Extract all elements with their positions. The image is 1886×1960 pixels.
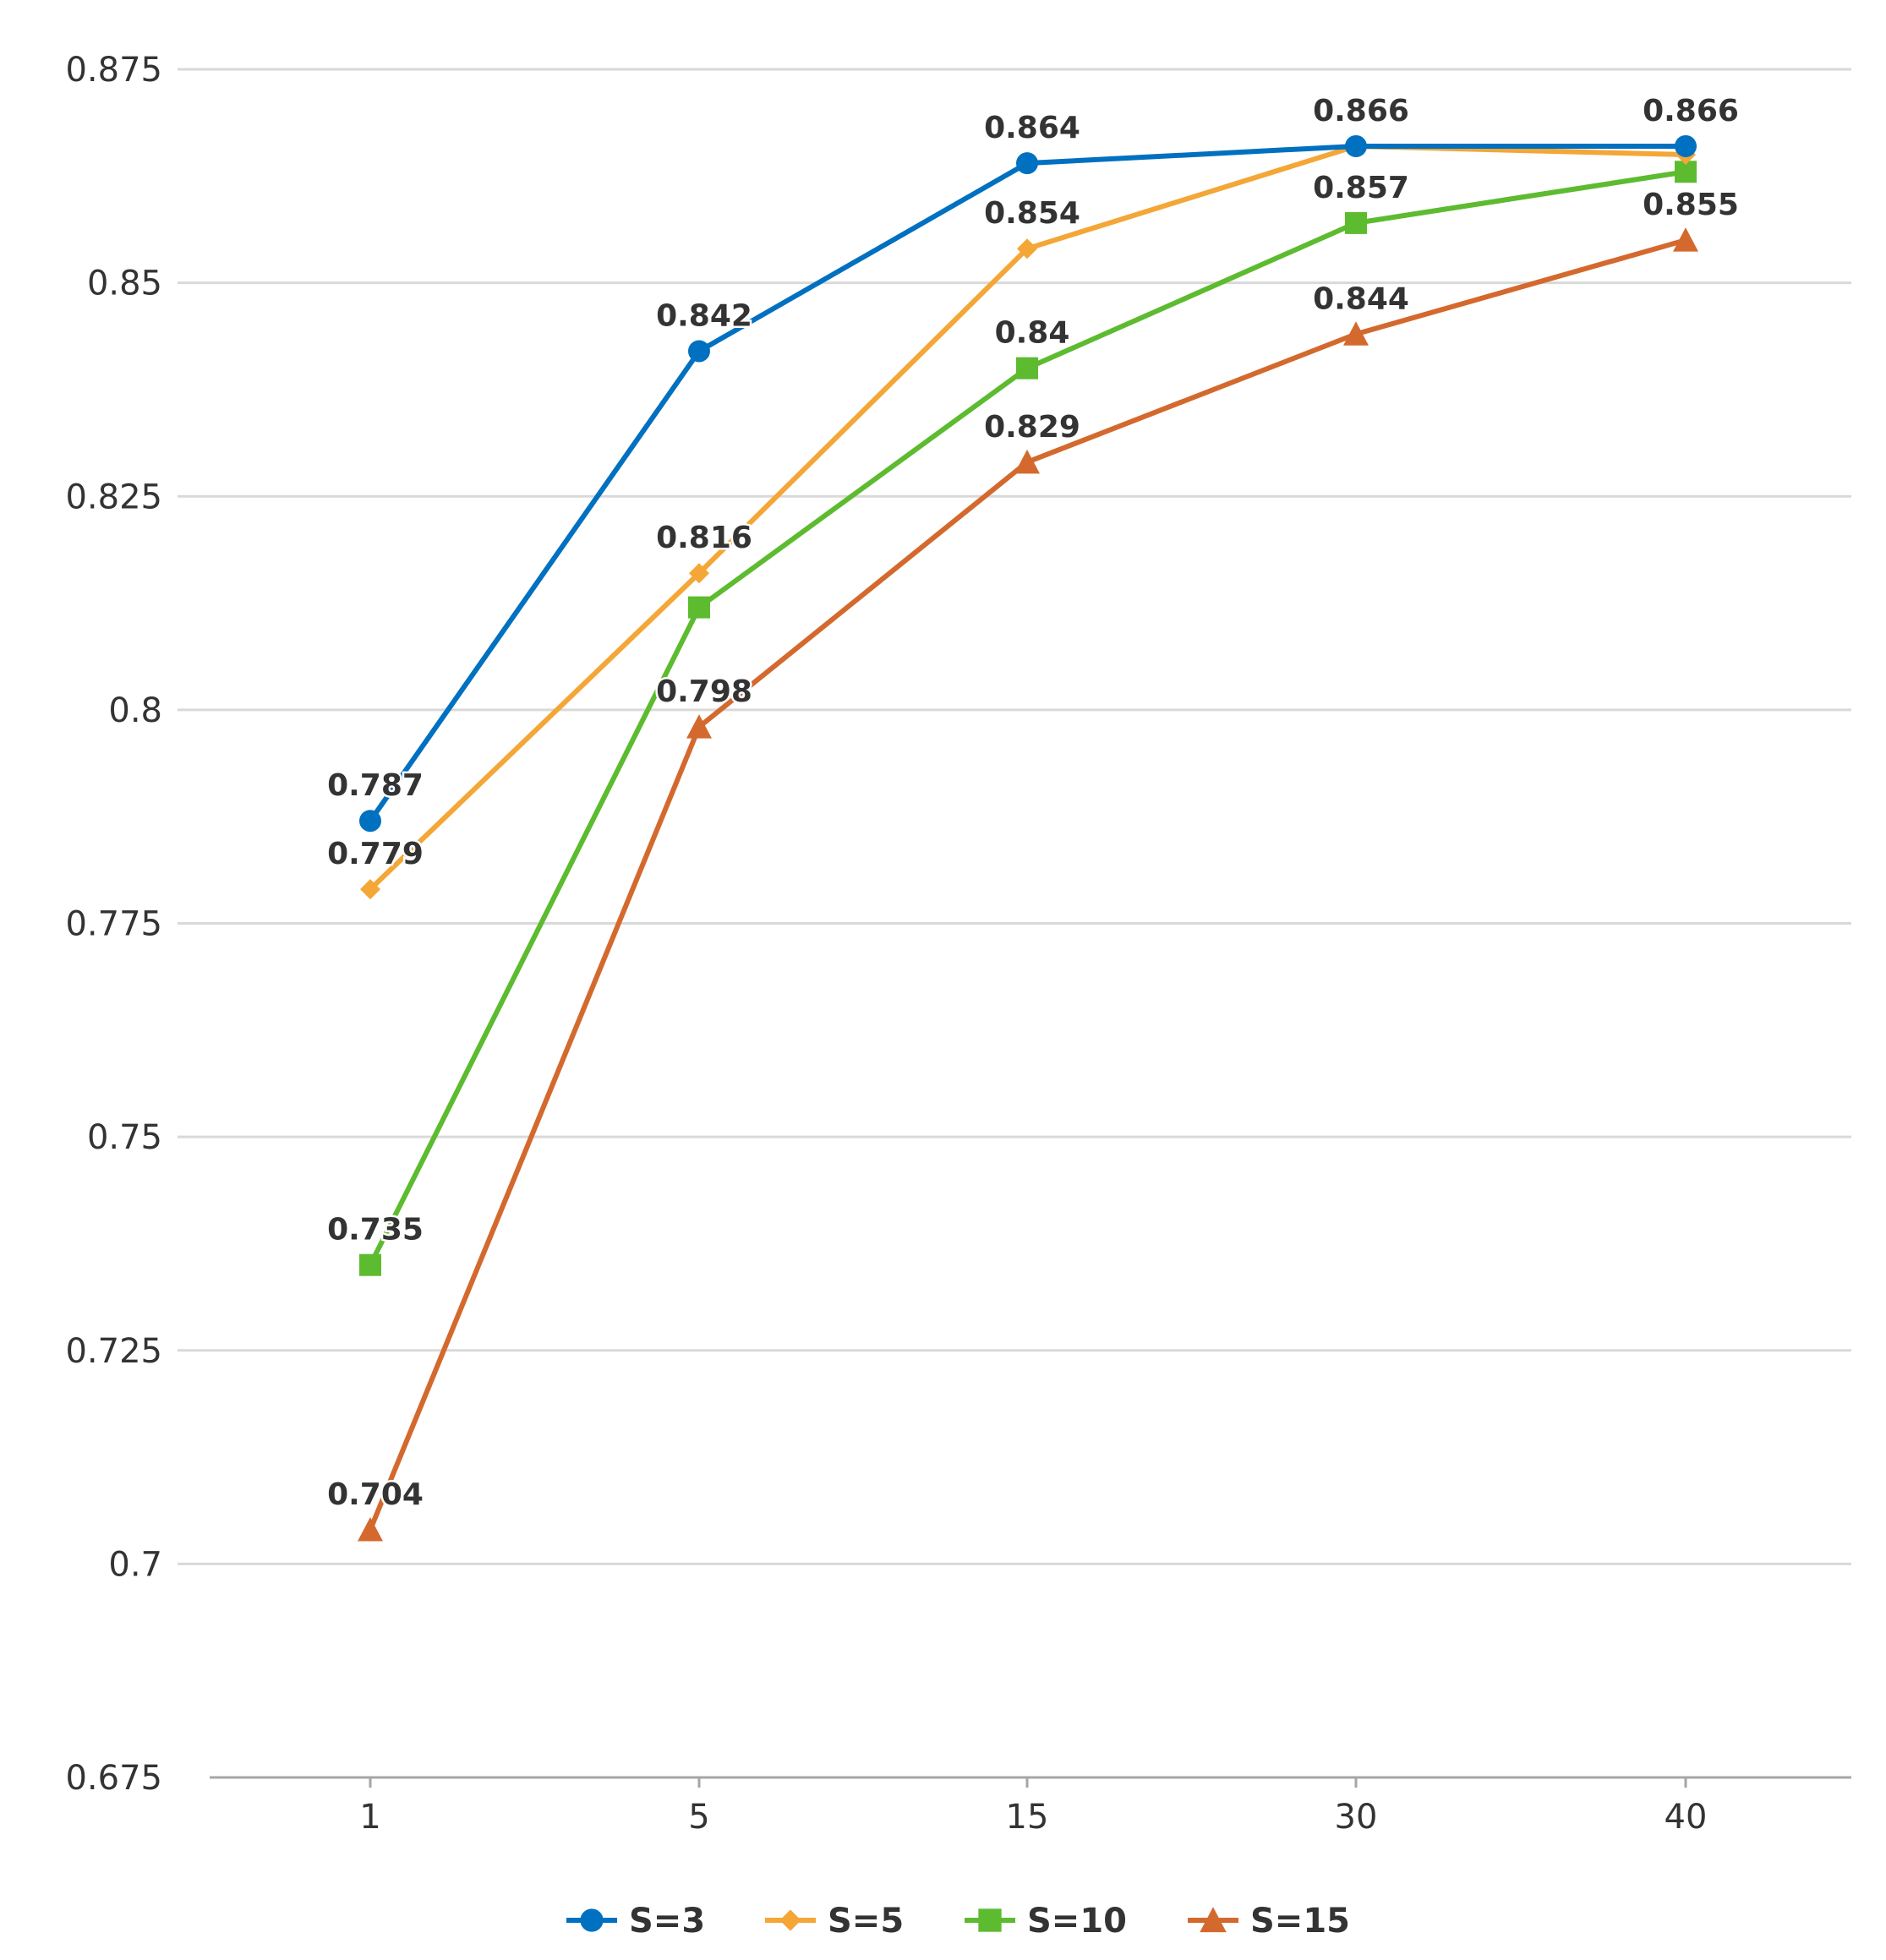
data-point-s3 xyxy=(1016,152,1038,175)
legend[interactable]: S=3 S=5 S=10 S=15 xyxy=(566,1902,1350,1941)
data-point-s15 xyxy=(1014,449,1040,474)
legend-marker-diamond xyxy=(779,1909,801,1931)
data-point-s15 xyxy=(1343,321,1369,346)
data-label: 0.857 xyxy=(1313,171,1409,205)
data-label: 0.735 xyxy=(327,1213,424,1248)
y-tick-label: 0.85 xyxy=(87,265,162,303)
legend-item-s15[interactable]: S=15 xyxy=(1188,1902,1350,1941)
data-label: 0.855 xyxy=(1643,188,1739,222)
y-tick-label: 0.75 xyxy=(87,1118,162,1157)
legend-item-s10[interactable]: S=10 xyxy=(965,1902,1127,1941)
series-s10 xyxy=(359,161,1697,1276)
data-label: 0.704 xyxy=(327,1477,424,1512)
y-tick-label: 0.7 xyxy=(108,1545,162,1584)
data-point-s15 xyxy=(358,1516,383,1542)
data-point-s15 xyxy=(686,714,712,739)
data-label: 0.84 xyxy=(995,316,1070,351)
data-point-s10 xyxy=(1016,357,1038,379)
data-labels: 0.787 0.842 0.864 0.866 0.866 0.779 0.816 0.854… xyxy=(325,91,1741,1514)
data-label: 0.779 xyxy=(327,837,424,871)
y-tick-label: 0.825 xyxy=(65,478,162,516)
data-label: 0.787 xyxy=(327,768,424,803)
legend-marker-circle xyxy=(580,1908,604,1932)
y-tick-label: 0.8 xyxy=(108,691,162,730)
data-point-s15 xyxy=(1673,227,1698,252)
data-label: 0.842 xyxy=(656,298,752,333)
data-point-s5 xyxy=(360,879,380,900)
legend-marker-square xyxy=(978,1908,1002,1932)
axes: 0.675 0.7 0.725 0.75 0.775 0.8 0.825 0.85 0.875 1… xyxy=(65,51,1851,1837)
x-tick-label: 1 xyxy=(359,1798,380,1837)
data-label: 0.866 xyxy=(1643,94,1739,128)
data-label: 0.864 xyxy=(984,111,1080,145)
data-label: 0.816 xyxy=(656,521,752,555)
legend-label: S=5 xyxy=(828,1902,904,1941)
data-label: 0.866 xyxy=(1313,94,1409,128)
x-tick-label: 40 xyxy=(1665,1798,1708,1837)
data-label: 0.798 xyxy=(656,674,752,709)
legend-marker-triangle xyxy=(1200,1907,1227,1933)
x-tick-label: 15 xyxy=(1006,1798,1049,1837)
legend-label: S=15 xyxy=(1250,1902,1350,1941)
y-tick-label: 0.775 xyxy=(65,905,162,944)
data-label: 0.829 xyxy=(984,410,1080,445)
grid xyxy=(178,68,1851,1565)
series-s15 xyxy=(358,227,1698,1542)
data-point-s3 xyxy=(1675,134,1697,157)
data-label: 0.844 xyxy=(1313,281,1409,316)
legend-item-s3[interactable]: S=3 xyxy=(566,1902,705,1941)
data-point-s5 xyxy=(1017,238,1037,259)
series-s5 xyxy=(360,135,1696,900)
series-s3 xyxy=(359,134,1697,833)
y-tick-label: 0.725 xyxy=(65,1332,162,1371)
legend-label: S=3 xyxy=(629,1902,705,1941)
series-group xyxy=(358,134,1698,1542)
y-tick-label: 0.675 xyxy=(65,1759,162,1798)
data-point-s10 xyxy=(688,596,710,619)
data-label: 0.854 xyxy=(984,196,1080,231)
data-point-s3 xyxy=(688,340,710,363)
x-tick-label: 5 xyxy=(688,1798,709,1837)
data-point-s3 xyxy=(359,810,381,833)
legend-item-s5[interactable]: S=5 xyxy=(765,1902,904,1941)
data-point-s10 xyxy=(359,1253,381,1276)
data-point-s3 xyxy=(1345,134,1367,157)
x-tick-label: 30 xyxy=(1335,1798,1378,1837)
data-point-s5 xyxy=(689,563,709,584)
data-point-s10 xyxy=(1345,211,1367,234)
legend-label: S=10 xyxy=(1027,1902,1127,1941)
y-tick-label: 0.875 xyxy=(65,51,162,90)
